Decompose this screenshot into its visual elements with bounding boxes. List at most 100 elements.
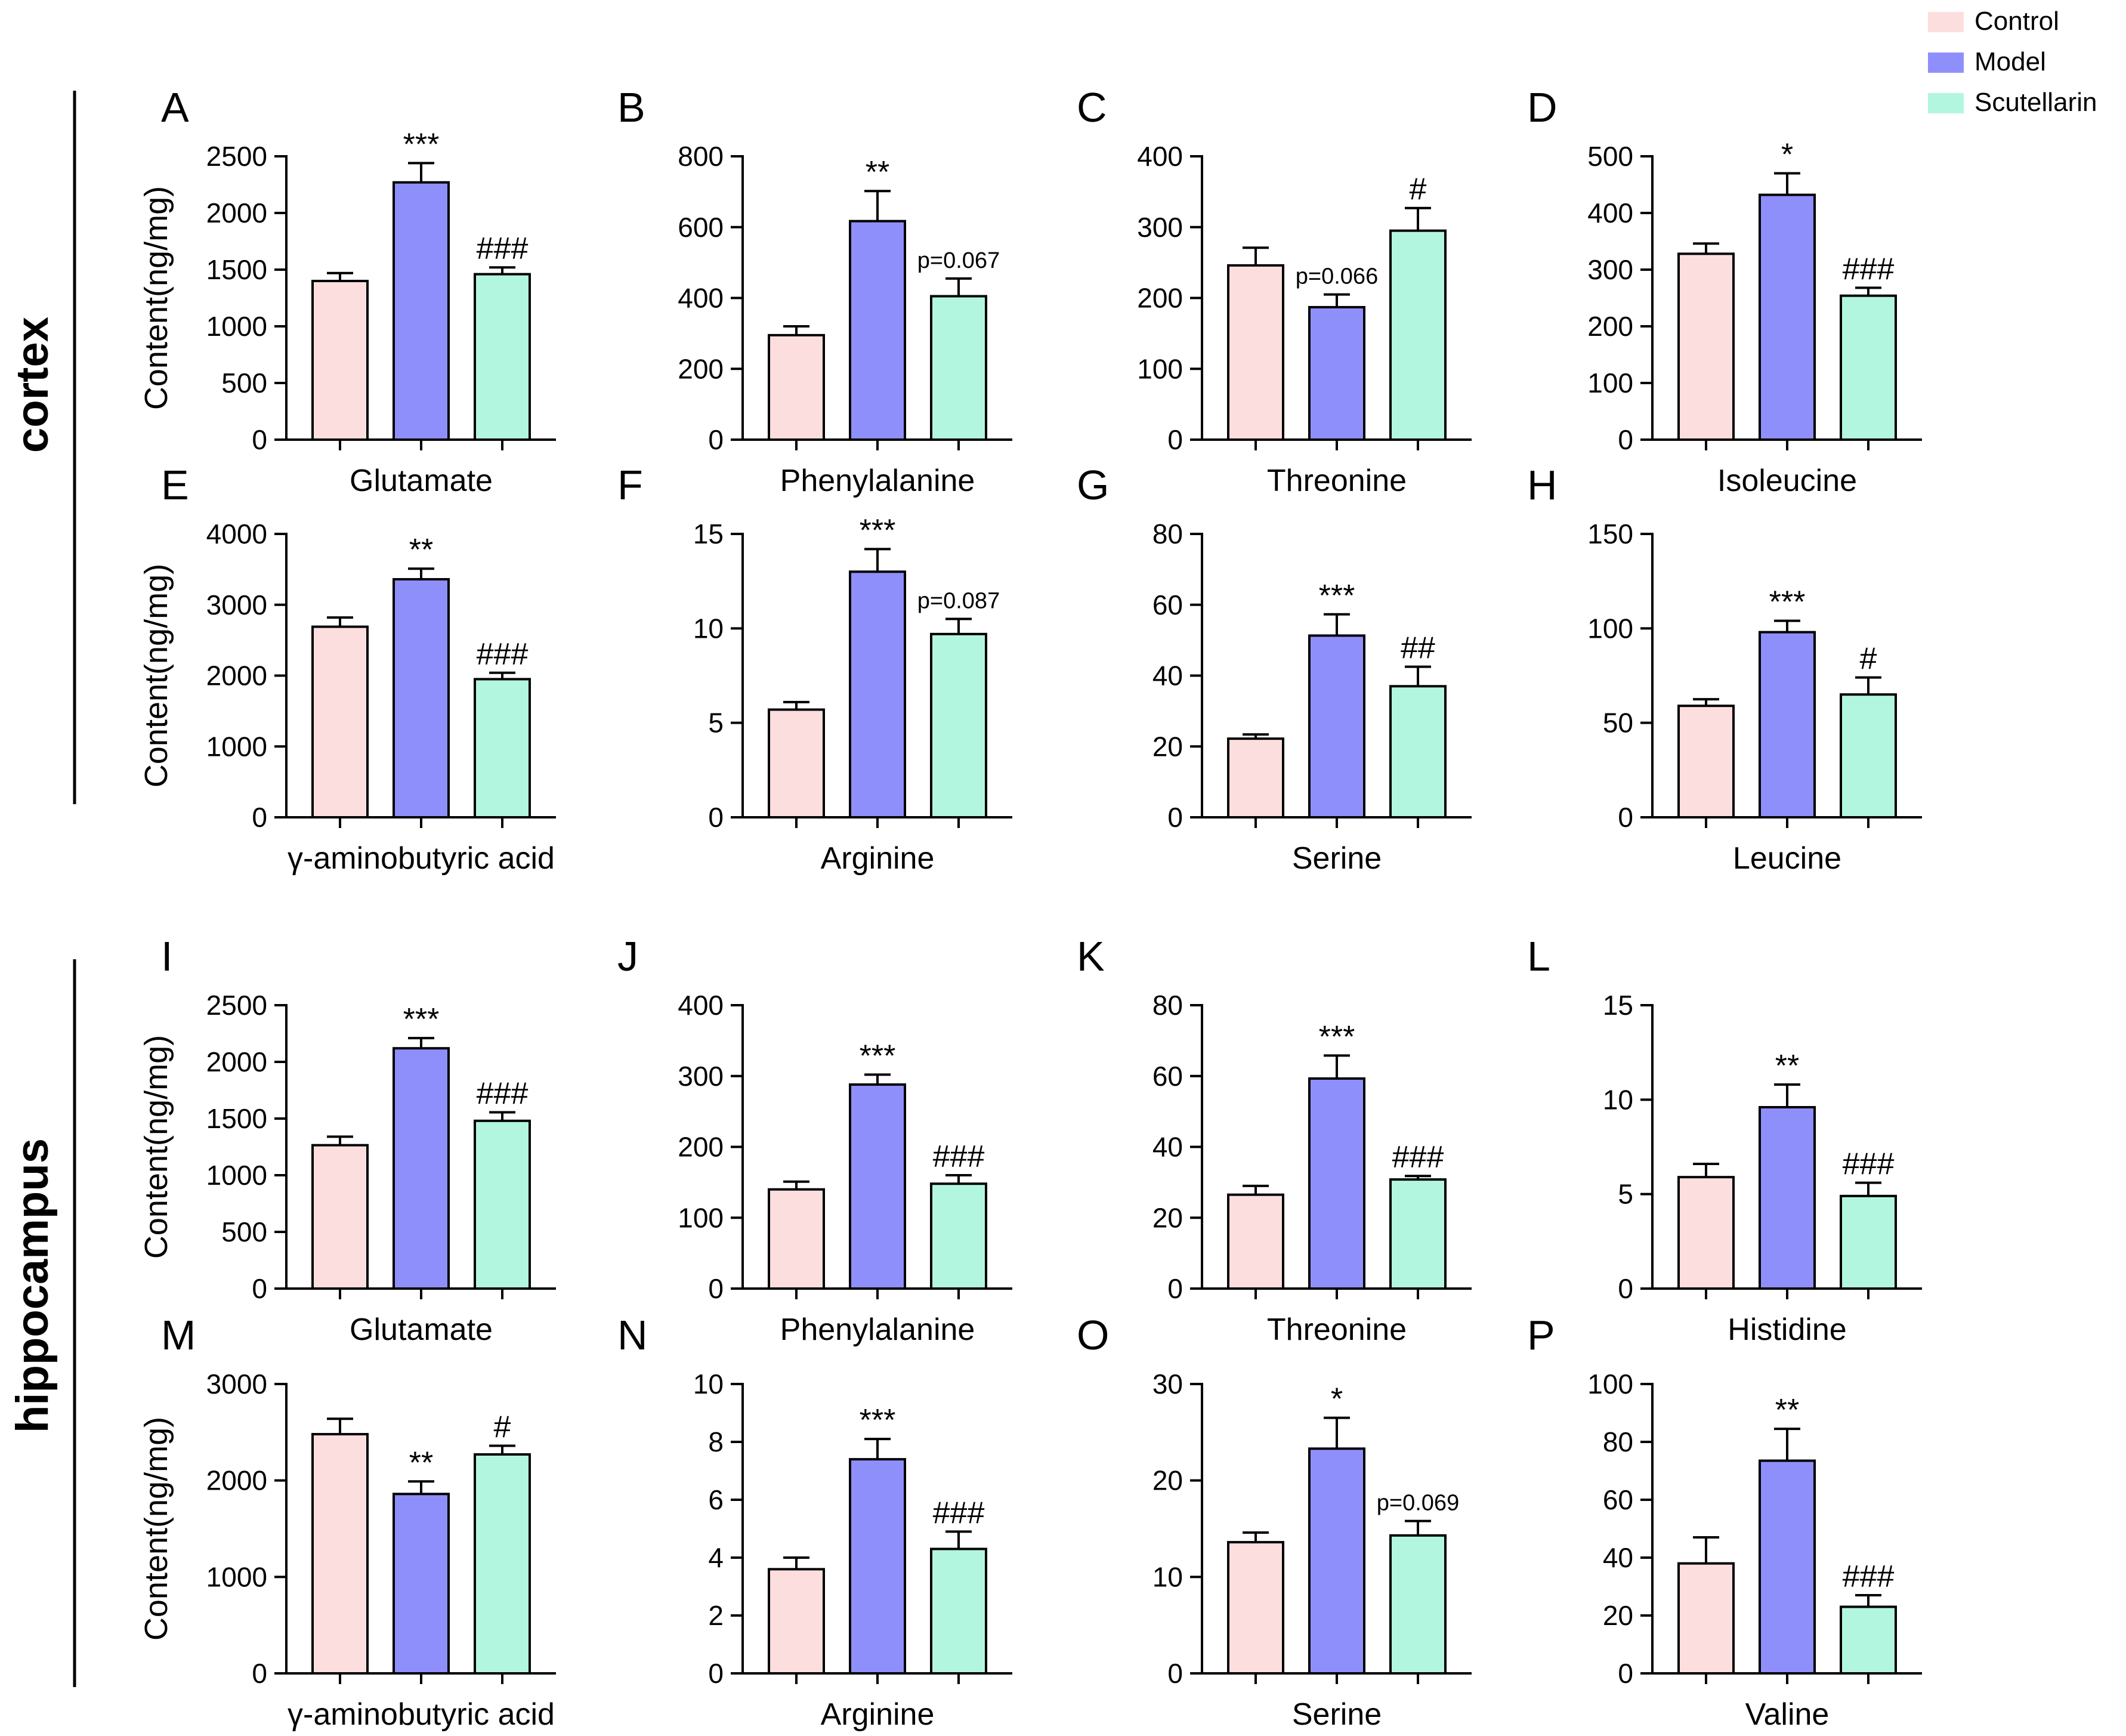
panel-letter-l: L <box>1527 933 1550 980</box>
bar-control <box>311 280 369 441</box>
y-tick-label: 100 <box>1587 367 1633 399</box>
bar-model <box>1759 1459 1816 1675</box>
y-tick-label: 60 <box>1603 1484 1633 1515</box>
y-tick-label: 400 <box>678 283 724 314</box>
y-tick-label: 500 <box>221 367 267 399</box>
bar-scutellarin <box>1389 1534 1447 1675</box>
bar-control <box>1227 1193 1284 1290</box>
chart-panel-l: L 0 5 10 15 ** ### Histidine <box>1527 933 1922 1347</box>
significance-label-model: ** <box>1775 1049 1799 1083</box>
y-tick-label: 2000 <box>206 660 267 691</box>
legend-swatch-scutellarin <box>1928 93 1964 113</box>
y-tick-label: 5 <box>1618 1179 1633 1210</box>
y-tick-label: 300 <box>678 1061 724 1092</box>
significance-label-scutellarin: # <box>494 1410 511 1444</box>
x-axis-title: Glutamate <box>350 464 493 498</box>
y-tick-label: 20 <box>1603 1600 1633 1631</box>
y-tick-label: 400 <box>1587 197 1633 228</box>
region-labels: cortex hippocampus <box>7 91 76 1687</box>
x-axis-title: Serine <box>1292 1697 1382 1732</box>
y-tick-label: 0 <box>708 1273 724 1304</box>
hippocampus-label: hippocampus <box>7 1138 58 1433</box>
bar-model <box>393 1493 450 1675</box>
bar-control <box>1227 737 1284 818</box>
y-tick-label: 0 <box>1167 1273 1183 1304</box>
x-axis-title: Arginine <box>821 841 935 876</box>
panel-letter-d: D <box>1527 84 1558 131</box>
y-axis-label: Content(ng/mg) <box>138 186 174 410</box>
legend-label-scutellarin: Scutellarin <box>1974 88 2097 117</box>
y-tick-label: 15 <box>693 518 724 549</box>
significance-label-model: ** <box>866 155 889 190</box>
bar-scutellarin <box>1389 685 1447 818</box>
y-axis-label: Content(ng/mg) <box>138 564 174 787</box>
y-tick-label: 4 <box>708 1542 724 1573</box>
panel-letter-p: P <box>1527 1312 1555 1358</box>
bar-model <box>1308 634 1365 818</box>
y-tick-label: 8 <box>708 1426 724 1457</box>
panel-letter-o: O <box>1077 1312 1109 1358</box>
bar-model <box>1759 631 1816 818</box>
panel-letter-a: A <box>161 84 189 131</box>
y-tick-label: 2000 <box>206 1465 267 1496</box>
significance-label-scutellarin: ### <box>1843 1147 1895 1182</box>
y-tick-label: 2500 <box>206 141 267 172</box>
y-tick-label: 6 <box>708 1484 724 1515</box>
significance-label-model: *** <box>860 513 896 548</box>
significance-label-model: *** <box>1319 1020 1355 1054</box>
significance-label-model: ** <box>409 533 433 567</box>
bar-model <box>1308 1077 1365 1290</box>
bar-control <box>1677 252 1735 441</box>
y-tick-label: 20 <box>1152 1202 1183 1233</box>
y-tick-label: 80 <box>1603 1426 1633 1457</box>
y-tick-label: 40 <box>1152 660 1183 691</box>
significance-label-model: *** <box>403 127 440 162</box>
panel-letter-g: G <box>1077 462 1109 508</box>
y-tick-label: 150 <box>1587 518 1633 549</box>
y-tick-label: 0 <box>252 802 267 833</box>
significance-label-model: *** <box>1319 579 1355 613</box>
bar-model <box>393 1047 450 1290</box>
y-tick-label: 200 <box>1587 311 1633 342</box>
y-tick-label: 2000 <box>206 1046 267 1077</box>
y-tick-label: 100 <box>1587 1369 1633 1400</box>
significance-label-model: * <box>1781 138 1793 172</box>
y-tick-label: 60 <box>1152 589 1183 620</box>
y-tick-label: 1500 <box>206 1103 267 1134</box>
y-tick-label: 0 <box>1167 802 1183 833</box>
x-axis-title: Isoleucine <box>1717 464 1857 498</box>
y-tick-label: 400 <box>678 990 724 1021</box>
cortex-label: cortex <box>7 317 58 453</box>
x-axis-title: Phenylalanine <box>780 1312 975 1347</box>
y-tick-label: 15 <box>1603 990 1633 1021</box>
y-tick-label: 10 <box>1603 1084 1633 1115</box>
bar-model <box>849 1083 906 1290</box>
bar-control <box>1677 1176 1735 1290</box>
significance-label-scutellarin: # <box>1410 172 1427 207</box>
significance-label-model: ** <box>1775 1393 1799 1428</box>
bar-control <box>768 1568 825 1675</box>
bar-model <box>1308 1447 1365 1675</box>
bar-control <box>1677 1562 1735 1675</box>
bar-control <box>1227 264 1284 441</box>
x-axis-title: Leucine <box>1733 841 1841 876</box>
y-tick-label: 10 <box>693 613 724 644</box>
significance-label-model: *** <box>403 1002 440 1037</box>
y-tick-label: 0 <box>708 1658 724 1689</box>
y-tick-label: 100 <box>1587 613 1633 644</box>
bar-model <box>849 1458 906 1675</box>
significance-label-scutellarin: ### <box>1392 1140 1444 1175</box>
panel-letter-i: I <box>161 933 172 980</box>
bar-control <box>1677 705 1735 818</box>
y-tick-label: 0 <box>1618 1273 1633 1304</box>
y-tick-label: 50 <box>1603 708 1633 739</box>
legend-label-control: Control <box>1974 7 2059 36</box>
y-tick-label: 0 <box>1167 1658 1183 1689</box>
y-tick-label: 1000 <box>206 731 267 762</box>
y-tick-label: 200 <box>678 353 724 384</box>
significance-label-scutellarin: ### <box>933 1139 985 1174</box>
panel-letter-n: N <box>617 1312 648 1358</box>
significance-label-scutellarin: p=0.067 <box>917 248 1000 273</box>
y-tick-label: 3000 <box>206 589 267 620</box>
significance-label-scutellarin: ### <box>477 637 529 672</box>
